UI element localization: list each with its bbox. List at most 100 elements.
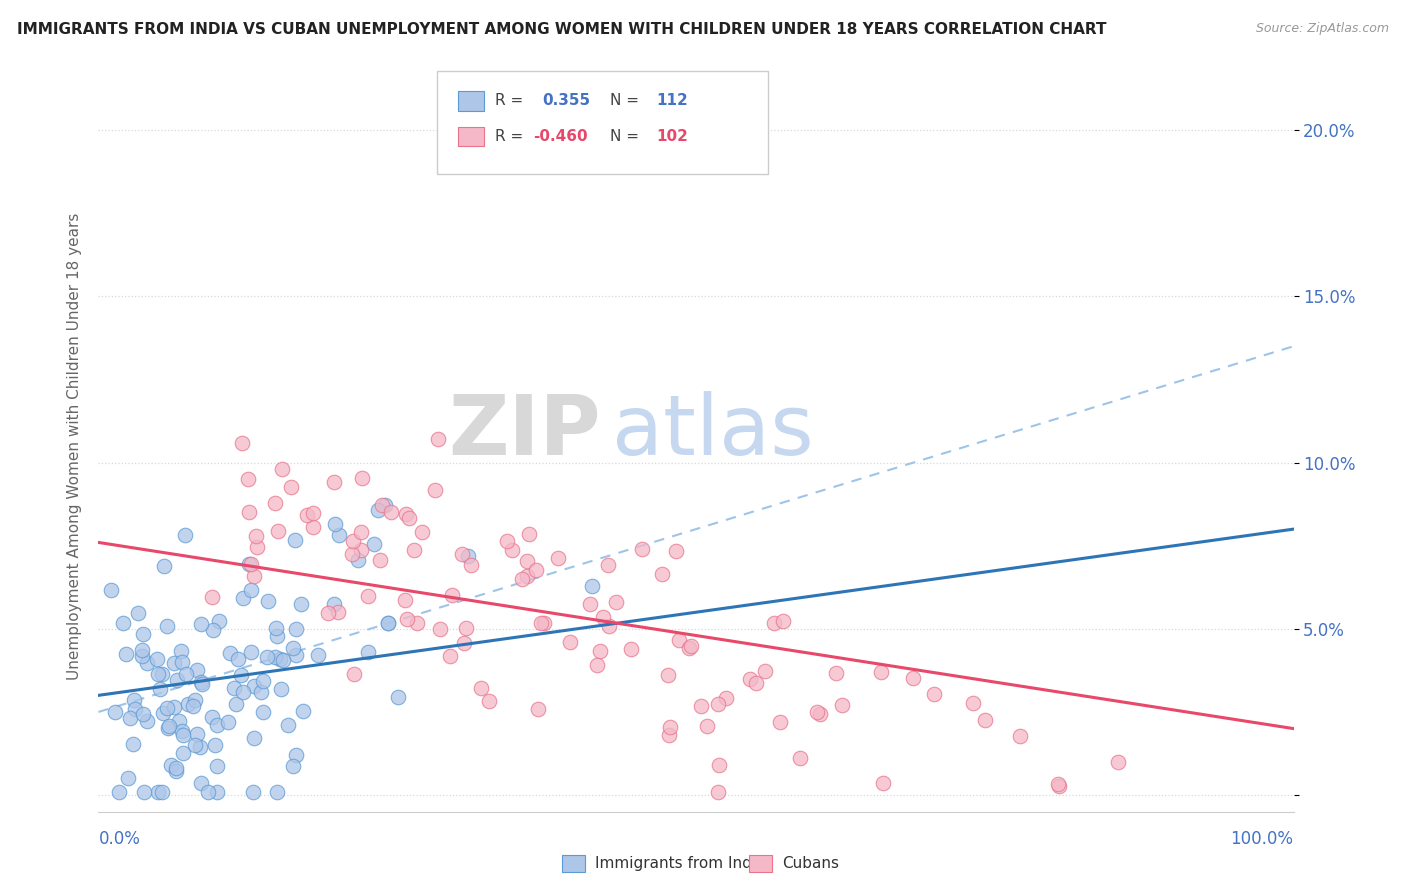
Point [323, 475, 346, 489]
Point [224, 681, 246, 695]
Point [104, 706, 127, 720]
Point [149, 682, 172, 697]
Point [605, 595, 627, 609]
Point [208, 614, 231, 628]
Point [631, 541, 654, 556]
Point [136, 657, 159, 671]
Point [901, 672, 924, 686]
Point [709, 758, 731, 772]
Point [145, 651, 167, 665]
Point [586, 658, 609, 673]
Point [136, 714, 159, 728]
Point [217, 715, 239, 730]
Point [157, 721, 180, 735]
Point [285, 748, 308, 763]
Point [371, 498, 394, 512]
Point [457, 549, 479, 563]
Point [808, 707, 831, 722]
Point [231, 436, 253, 450]
Point [269, 652, 291, 666]
Point [295, 508, 318, 522]
Point [243, 679, 266, 693]
Point [173, 527, 195, 541]
Point [117, 772, 139, 786]
Point [323, 517, 346, 532]
Point [264, 649, 287, 664]
Point [284, 622, 307, 636]
Point [252, 674, 274, 689]
Text: R =: R = [495, 94, 523, 108]
Point [239, 582, 262, 597]
Point [250, 684, 273, 698]
Point [510, 572, 533, 586]
Point [271, 461, 294, 475]
Point [132, 785, 155, 799]
Point [285, 648, 308, 663]
Point [118, 711, 141, 725]
Y-axis label: Unemployment Among Women with Children Under 18 years: Unemployment Among Women with Children U… [66, 212, 82, 680]
Point [204, 738, 226, 752]
Point [924, 687, 946, 701]
Point [169, 644, 191, 658]
Point [806, 705, 828, 719]
Point [245, 529, 267, 543]
Point [236, 472, 259, 486]
Point [122, 693, 145, 707]
Point [973, 714, 995, 728]
Point [516, 569, 538, 583]
Point [526, 563, 548, 577]
Point [651, 566, 673, 581]
Point [290, 597, 312, 611]
Point [377, 615, 399, 630]
Point [228, 652, 250, 666]
Point [451, 547, 474, 561]
Text: Source: ZipAtlas.com: Source: ZipAtlas.com [1256, 22, 1389, 36]
Point [598, 619, 620, 633]
Point [146, 667, 169, 681]
Point [160, 757, 183, 772]
Point [264, 496, 287, 510]
Point [706, 785, 728, 799]
Point [579, 597, 602, 611]
Point [122, 738, 145, 752]
Point [745, 676, 768, 690]
Point [387, 690, 409, 705]
Point [707, 697, 730, 711]
Point [163, 700, 186, 714]
Point [166, 673, 188, 687]
Point [350, 542, 373, 557]
Point [323, 597, 346, 611]
Point [395, 612, 418, 626]
Point [277, 718, 299, 732]
Point [150, 785, 173, 799]
Point [190, 776, 212, 790]
Point [501, 543, 523, 558]
Point [367, 503, 389, 517]
Point [186, 727, 208, 741]
Point [395, 507, 418, 521]
Point [127, 606, 149, 620]
Point [150, 667, 173, 681]
Point [243, 568, 266, 582]
Point [738, 672, 761, 686]
Point [581, 579, 603, 593]
Point [872, 776, 894, 790]
Point [172, 724, 194, 739]
Text: Cubans: Cubans [782, 856, 839, 871]
Point [257, 593, 280, 607]
Point [165, 761, 187, 775]
Point [242, 785, 264, 799]
Point [292, 704, 315, 718]
Point [328, 528, 350, 542]
Point [429, 622, 451, 636]
Point [454, 622, 477, 636]
Point [124, 701, 146, 715]
Point [772, 615, 794, 629]
Point [1047, 777, 1070, 791]
Point [316, 606, 339, 620]
Point [267, 524, 290, 538]
Point [266, 629, 288, 643]
Point [186, 663, 208, 677]
Point [156, 701, 179, 715]
Point [197, 785, 219, 799]
